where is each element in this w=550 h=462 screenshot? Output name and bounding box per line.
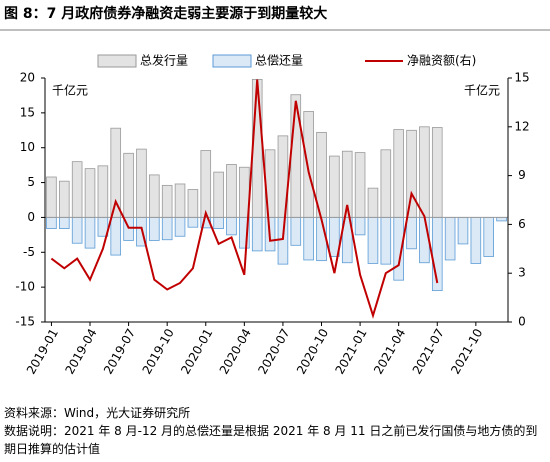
y-tick-label: -10: [15, 280, 35, 294]
bar: [316, 217, 327, 262]
y2-tick-label: 0: [518, 315, 526, 329]
legend-label: 净融资额(右): [407, 53, 476, 68]
x-tick-label: 2019-10: [140, 326, 177, 376]
bar: [84, 217, 96, 249]
note: 资料来源：Wind，光大证券研究所: [4, 406, 191, 420]
y-tick-label: 10: [20, 140, 35, 154]
bar: [71, 161, 83, 218]
note: 数据说明：2021 年 8 月-12 月的总偿还量是根据 2021 年 8 月 …: [4, 424, 538, 456]
bar: [213, 217, 224, 229]
y-axis-label: 千亿元: [52, 83, 88, 98]
bar: [496, 217, 507, 222]
bar: [329, 155, 340, 218]
y-tick-label: -5: [23, 245, 35, 259]
bar: [277, 217, 289, 265]
line: [50, 79, 439, 319]
bar: [161, 184, 173, 218]
y-tick-label: 0: [27, 210, 35, 224]
chart-title: 图 8：7 月政府债券净融资走弱主要源于到期量较大: [4, 5, 327, 22]
bar: [149, 174, 160, 218]
bar: [444, 217, 456, 261]
bar: [110, 217, 122, 256]
bar: [303, 217, 314, 261]
bar: [174, 183, 186, 218]
bar: [136, 148, 147, 218]
bar: [406, 129, 417, 218]
y-tick-label: 20: [20, 71, 35, 85]
bar: [149, 217, 160, 241]
bar: [187, 217, 199, 228]
bar: [174, 217, 186, 237]
bar: [367, 187, 379, 218]
bar: [226, 164, 237, 218]
y-tick-label: 5: [27, 175, 35, 189]
bar: [380, 217, 392, 265]
x-tick-label: 2020-04: [217, 326, 254, 376]
bar: [251, 78, 263, 218]
bar: [97, 165, 109, 218]
bar: [367, 217, 379, 264]
y2-tick-label: 12: [514, 119, 529, 133]
y-tick-label: -15: [15, 315, 35, 329]
x-tick-label: 2021-07: [410, 326, 447, 376]
bar: [187, 189, 199, 218]
y-tick-label: 15: [20, 105, 35, 119]
bar: [71, 217, 83, 244]
x-tick-label: 2019-04: [62, 326, 99, 376]
y2-tick-label: 6: [518, 217, 526, 231]
bar: [431, 127, 443, 218]
legend-swatch: [97, 54, 137, 68]
x-tick-label: 2020-01: [178, 326, 215, 376]
bar: [59, 217, 70, 229]
notes: 资料来源：Wind，光大证券研究所 数据说明：2021 年 8 月-12 月的总…: [4, 404, 546, 458]
bar: [213, 171, 224, 218]
legend-swatch: [212, 54, 252, 68]
x-tick-label: 2021-10: [448, 326, 485, 376]
legend-label: 总发行量: [140, 53, 188, 68]
bar: [393, 129, 404, 218]
bar: [354, 217, 366, 236]
x-tick-label: 2020-07: [255, 326, 292, 376]
bar: [419, 126, 430, 218]
bar: [457, 217, 469, 245]
bar: [46, 176, 57, 218]
bar: [354, 152, 366, 218]
y2-tick-label: 9: [518, 168, 526, 182]
bar: [406, 217, 417, 250]
bar: [380, 149, 392, 218]
bar: [290, 94, 302, 218]
bar: [84, 168, 96, 218]
bar: [200, 150, 212, 218]
y2-axis-label: 千亿元: [464, 83, 500, 98]
x-tick-label: 2021-01: [333, 326, 370, 376]
bar: [226, 217, 237, 236]
y2-tick-label: 3: [518, 266, 526, 280]
bar: [46, 217, 57, 229]
bar: [161, 217, 173, 241]
bar: [251, 217, 263, 252]
bar: [123, 152, 134, 218]
bar: [470, 217, 482, 264]
chart: 图 8：7 月政府债券净融资走弱主要源于到期量较大 千亿元 千亿元 -15 -10…: [0, 5, 550, 377]
bar: [303, 111, 314, 218]
x-tick-label: 2019-01: [24, 326, 61, 376]
x-tick-label: 2021-04: [371, 326, 408, 376]
x-tick-label: 2020-10: [294, 326, 331, 376]
legend-label: 总偿还量: [255, 53, 303, 68]
x-tick-label: 2019-07: [101, 326, 138, 376]
bar: [483, 217, 494, 257]
y2-tick-label: 15: [514, 71, 529, 85]
bar: [290, 217, 302, 246]
bar: [419, 217, 430, 264]
bar: [59, 180, 70, 218]
